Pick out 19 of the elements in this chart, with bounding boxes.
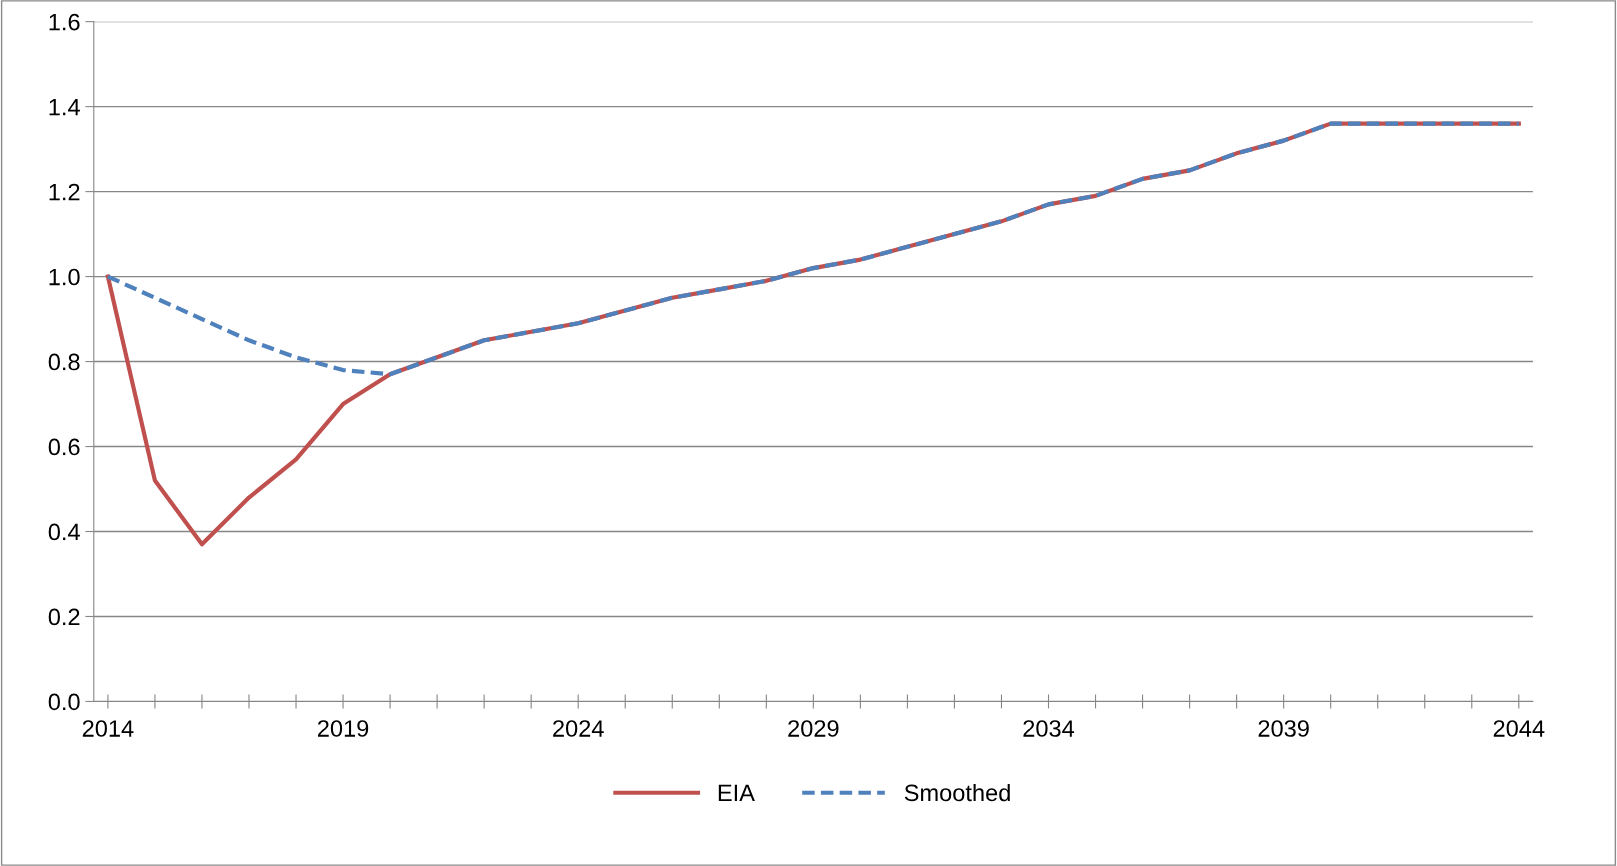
y-tick-label: 0.8 [48, 353, 80, 371]
line-series [105, 121, 1521, 377]
y-tick-label: 0.2 [48, 608, 80, 626]
x-tick-label: 2029 [788, 720, 839, 737]
x-tick-label: 2039 [1258, 720, 1309, 737]
y-tick-label: 1.2 [49, 183, 80, 201]
x-tick-label: 2019 [317, 720, 369, 737]
legend-label: Smoothed [904, 783, 1010, 802]
x-tick-label: 2034 [1023, 720, 1075, 737]
x-tick-label: 2024 [553, 720, 604, 737]
y-tick-label: 0.6 [48, 438, 80, 456]
y-tick-label: 1.6 [49, 13, 80, 31]
y-tick-label: 0.0 [48, 693, 80, 711]
y-tick-label: 0.4 [48, 523, 80, 541]
y-tick-label: 1.0 [49, 268, 80, 286]
x-tick-label: 2044 [1493, 720, 1545, 737]
x-tick-label: 2014 [82, 720, 134, 737]
y-tick-label: 1.4 [49, 98, 80, 116]
legend-label: EIA [718, 784, 755, 801]
